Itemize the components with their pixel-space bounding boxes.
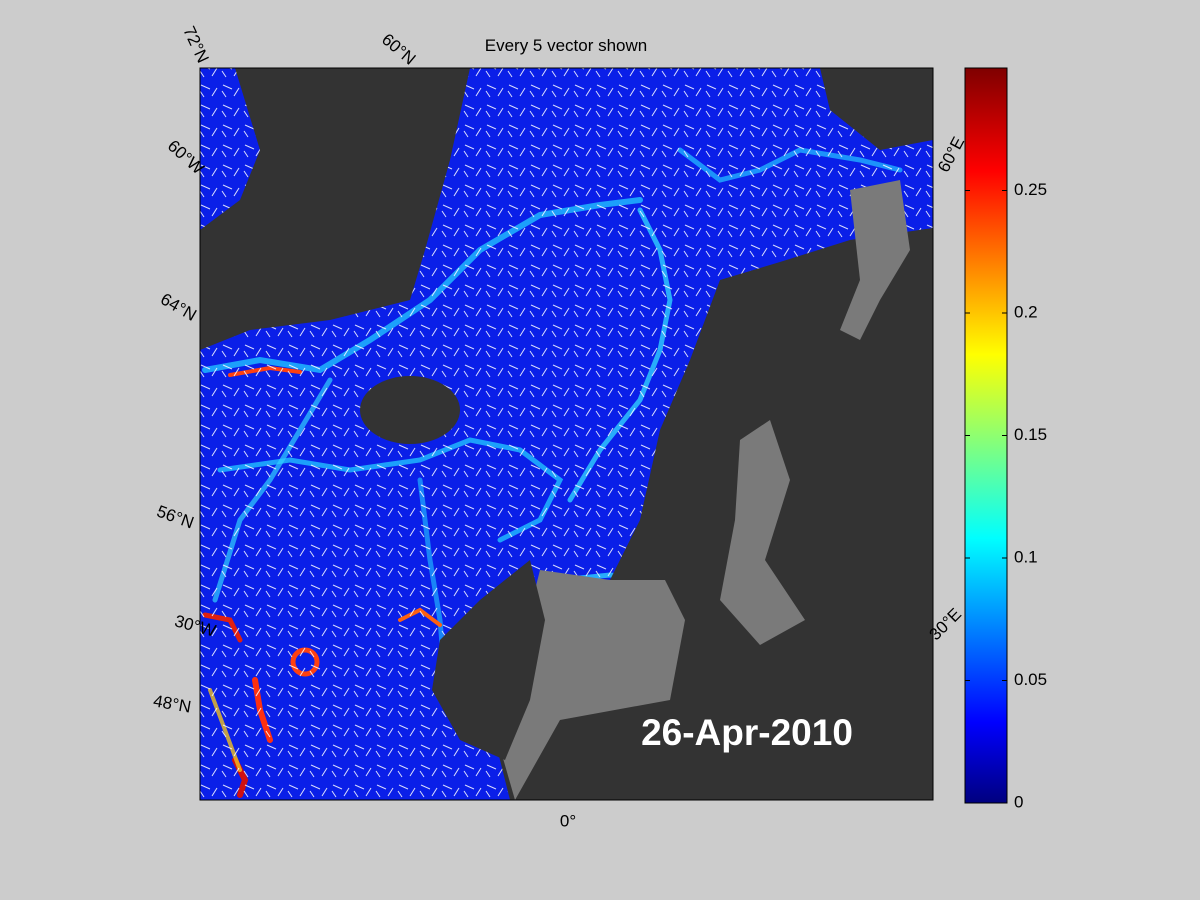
graticule-label: 0° [560, 811, 576, 830]
colorbar [964, 67, 1008, 804]
colorbar-tick-label: 0 [1014, 792, 1023, 811]
colorbar-tick-label: 0.2 [1014, 302, 1038, 321]
date-label: 26-Apr-2010 [641, 712, 853, 753]
map [200, 68, 933, 800]
map-frame [199, 67, 934, 801]
title: Every 5 vector shown [485, 36, 648, 55]
colorbar-tick-label: 0.1 [1014, 547, 1038, 566]
colorbar-tick-label: 0.05 [1014, 670, 1047, 689]
colorbar-tick-label: 0.25 [1014, 180, 1047, 199]
land [200, 68, 933, 800]
colorbar-tick-label: 0.15 [1014, 425, 1047, 444]
